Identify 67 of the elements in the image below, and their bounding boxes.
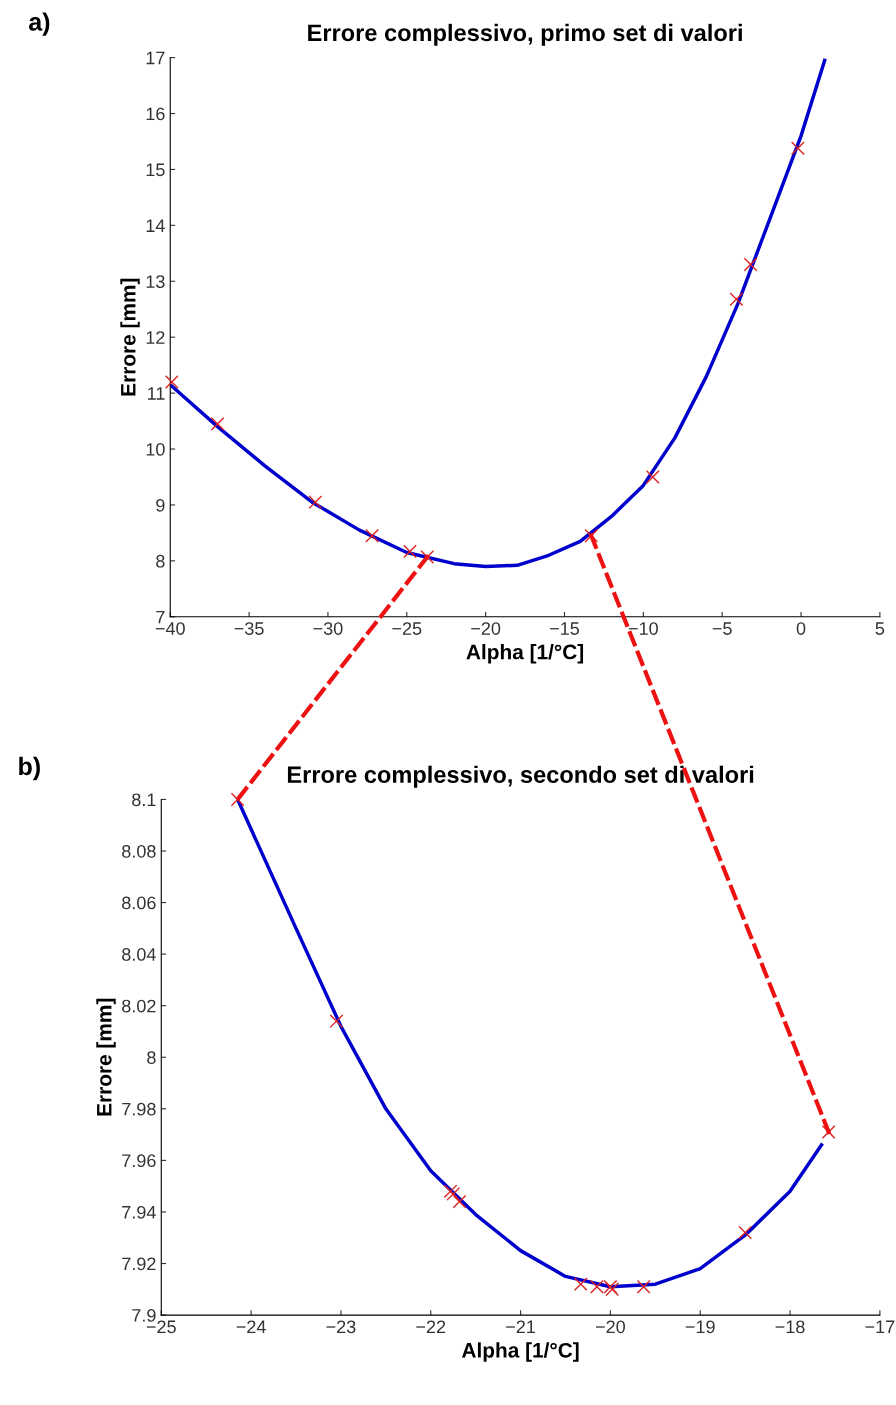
x-axis-title: Alpha [1/°C] (466, 644, 584, 664)
x-tick-label: −25 (392, 622, 422, 635)
text: a) (29, 12, 50, 36)
point (645, 470, 660, 484)
y-tick-label: 7 (156, 610, 165, 624)
y-axis-title: Errore [mm] (120, 278, 140, 396)
x-tick-label: −25 (146, 1320, 176, 1334)
point (403, 544, 417, 559)
point (636, 1279, 651, 1294)
y-tick-label: 7.92 (122, 1257, 156, 1271)
y-tick-label: 13 (146, 275, 165, 288)
point (210, 416, 225, 431)
y-tick-label: 8.1 (132, 793, 156, 807)
y-tick-label: 14 (146, 219, 165, 232)
x-tick-label: −30 (313, 622, 343, 635)
x-tick-label: 5 (875, 622, 885, 635)
x-tick-label: −15 (550, 622, 580, 635)
x-axis-title: Alpha [1/°C] (461, 1342, 579, 1362)
x-tick-label: −17 (865, 1320, 895, 1334)
line-series (170, 58, 827, 569)
chart-title: Errore complessivo, secondo set di valori (287, 765, 754, 788)
x-tick-label: −22 (416, 1320, 446, 1334)
x-tick-label: −10 (628, 622, 658, 635)
chart-title: Errore complessivo, primo set di valori (308, 23, 742, 46)
y-tick-label: 17 (146, 51, 165, 65)
point (573, 1277, 588, 1292)
x-tick-label: −20 (595, 1320, 626, 1334)
y-tick-label: 8.06 (122, 896, 156, 910)
line-series (235, 799, 824, 1289)
x-tick-label: −5 (712, 622, 732, 635)
y-tick-label: 8.04 (122, 948, 156, 961)
y-tick-label: 8 (156, 554, 165, 568)
point (821, 1125, 836, 1139)
y-tick-label: 7.94 (122, 1205, 156, 1219)
point (729, 292, 744, 307)
point (308, 495, 323, 510)
x-tick-label: −24 (236, 1320, 266, 1334)
y-tick-label: 9 (156, 498, 165, 512)
point (584, 528, 599, 543)
x-tick-label: −19 (685, 1320, 715, 1334)
y-tick-label: 8.08 (122, 844, 156, 858)
y-tick-label: 16 (146, 107, 165, 121)
y-tick-label: 12 (146, 331, 165, 344)
point (329, 1014, 344, 1029)
y-tick-label: 7.96 (122, 1154, 156, 1168)
point (365, 528, 379, 543)
y-tick-label: 10 (146, 442, 165, 456)
point (743, 257, 758, 272)
x-tick-label: −35 (234, 622, 264, 635)
x-tick-label: −21 (506, 1320, 536, 1334)
point (452, 1194, 467, 1209)
y-tick-label: 7.9 (132, 1309, 156, 1322)
text: b) (19, 756, 40, 781)
x-tick-label: −18 (775, 1320, 805, 1334)
y-tick-label: 7.98 (122, 1102, 156, 1116)
y-tick-label: 8 (147, 1051, 156, 1064)
y-tick-label: 11 (148, 387, 165, 400)
x-tick-label: −40 (155, 622, 185, 635)
y-tick-label: 15 (146, 163, 165, 177)
x-tick-label: −23 (326, 1320, 356, 1334)
point (790, 141, 805, 156)
x-tick-label: 0 (796, 622, 806, 635)
y-tick-label: 8.02 (122, 999, 156, 1013)
x-tick-label: −20 (471, 622, 501, 635)
y-axis-title: Errore [mm] (96, 998, 116, 1116)
point (164, 375, 179, 389)
point (738, 1225, 753, 1240)
